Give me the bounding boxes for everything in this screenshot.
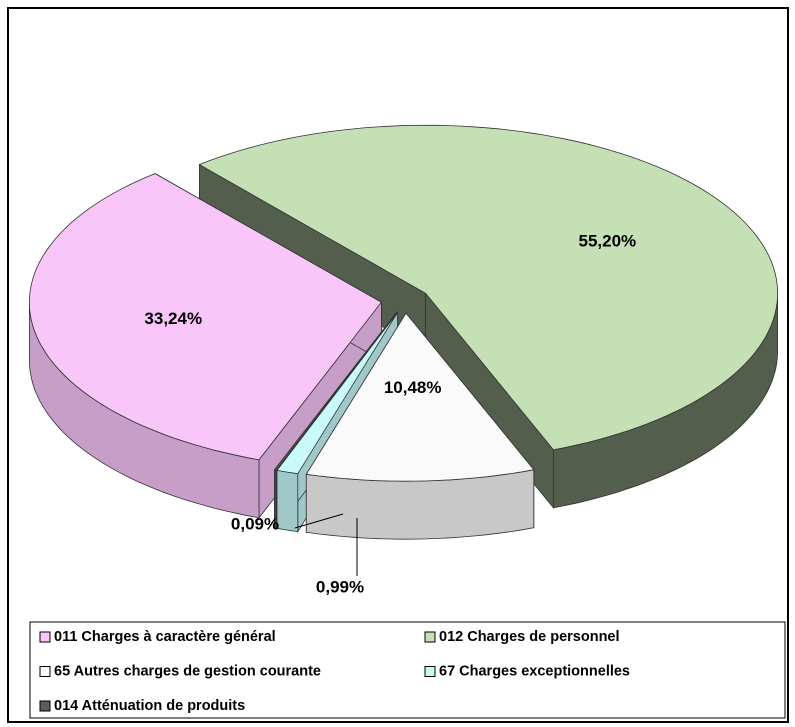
legend-label: 012 Charges de personnel	[439, 629, 620, 645]
data-label: 55,20%	[579, 231, 637, 250]
pie: 55,20% 10,48% 0,99% 0,09% 33,24%	[28, 124, 778, 596]
legend-label: 014 Atténuation de produits	[54, 698, 245, 714]
legend-swatch	[39, 666, 51, 677]
legend-label: 67 Charges exceptionnelles	[439, 663, 630, 679]
legend-label: 011 Charges à caractère général	[54, 629, 276, 645]
data-label: 0,99%	[316, 577, 364, 596]
slice	[273, 312, 398, 471]
legend-swatch	[424, 631, 436, 643]
data-label: 0,09%	[231, 514, 279, 533]
legend-box	[29, 621, 786, 719]
slice	[198, 124, 778, 451]
legend-swatch	[39, 700, 51, 712]
data-label: 33,24%	[144, 309, 202, 328]
slice	[305, 312, 535, 482]
leader-line	[294, 513, 344, 529]
legend-swatch	[39, 631, 51, 643]
data-label: 10,48%	[384, 378, 442, 397]
slice-wall	[276, 469, 299, 533]
legend-label: 65 Autres charges de gestion courante	[54, 663, 321, 679]
legend-swatch	[424, 666, 436, 677]
slice	[276, 312, 398, 475]
legend: 011 Charges à caractère général 012 Charg…	[39, 629, 630, 714]
slice	[28, 173, 382, 461]
